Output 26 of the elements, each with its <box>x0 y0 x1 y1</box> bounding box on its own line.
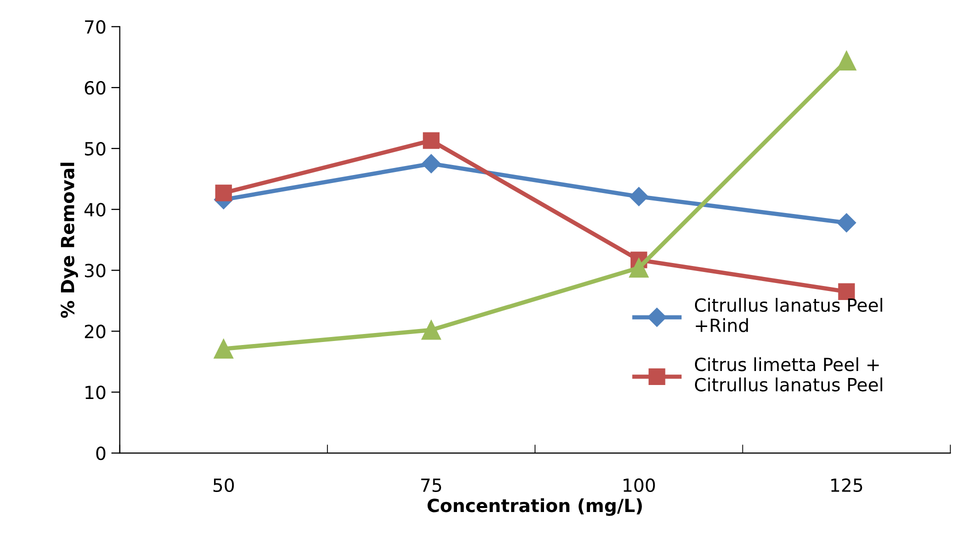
point <box>836 213 856 232</box>
point <box>838 283 855 300</box>
y-tick-label: 40 <box>84 202 106 217</box>
y-tick-label: 70 <box>85 20 106 34</box>
point <box>421 320 441 340</box>
x-axis-title: Concentration (mg/L) <box>428 498 642 516</box>
x-tick-label: 75 <box>421 478 442 492</box>
y-axis-title: % Dye Removal <box>60 162 78 318</box>
point <box>629 258 649 278</box>
y-tick-label: 20 <box>84 324 106 338</box>
point <box>214 339 234 359</box>
y-tick-label: 10 <box>86 386 106 400</box>
x-tick-label: 50 <box>213 478 234 492</box>
point <box>836 51 856 70</box>
y-tick-label: 60 <box>84 81 106 95</box>
point <box>422 132 440 149</box>
point <box>422 154 441 174</box>
y-tick-label: 0 <box>96 446 106 460</box>
y-tick-label: 30 <box>84 264 106 278</box>
point <box>215 184 232 202</box>
y-tick-label: 50 <box>84 142 106 156</box>
legend-label: Citrullus lanatus Peel +Rind <box>694 298 882 332</box>
point <box>629 187 648 206</box>
x-tick-label: 100 <box>624 478 655 492</box>
x-tick-label: 125 <box>831 478 862 492</box>
legend-label: Citrus limetta Peel + Citrullus lanatus Peel <box>694 357 882 392</box>
